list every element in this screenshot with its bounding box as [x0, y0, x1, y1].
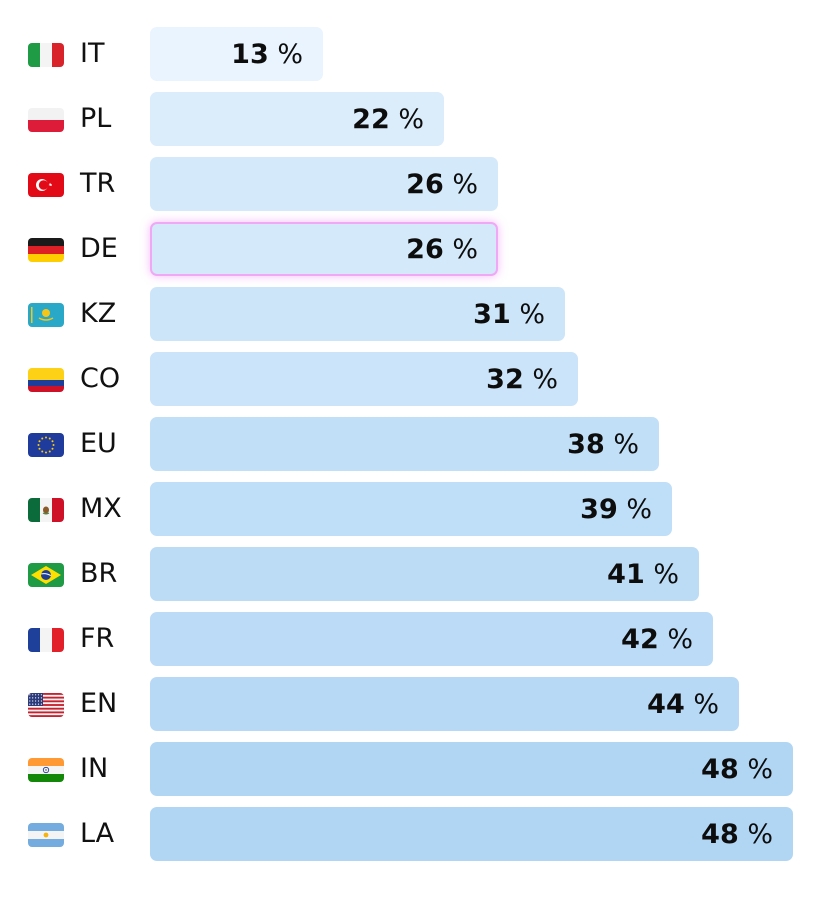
category-label: PL — [80, 103, 112, 134]
data-label-value: 41 — [607, 559, 645, 590]
data-label-unit: % — [738, 754, 773, 785]
data-label-value: 26 — [406, 169, 444, 200]
bar-la: 48 % — [150, 807, 793, 861]
mexico-flag-icon — [28, 498, 64, 522]
brazil-flag-icon — [28, 563, 64, 587]
data-label: 39 % — [580, 482, 652, 536]
data-label: 48 % — [701, 807, 773, 861]
chart-row-eu: EU 38 % — [0, 416, 820, 472]
data-label: 22 % — [352, 92, 424, 146]
chart-row-en: EN 44 % — [0, 676, 820, 732]
bar-co: 32 % — [150, 352, 578, 406]
argentina-flag-icon — [28, 823, 64, 847]
data-label: 32 % — [486, 352, 558, 406]
chart-row-la: LA 48 % — [0, 806, 820, 862]
category-label: LA — [80, 818, 115, 849]
data-label: 41 % — [607, 547, 679, 601]
chart-row-in: IN 48 % — [0, 741, 820, 797]
bar-mx: 39 % — [150, 482, 672, 536]
category-label: EU — [80, 428, 117, 459]
data-label-unit: % — [604, 429, 639, 460]
category-label: BR — [80, 558, 118, 589]
germany-flag-icon — [28, 238, 64, 262]
category-label: IT — [80, 38, 105, 69]
bar-in: 48 % — [150, 742, 793, 796]
chart-row-kz: KZ 31 % — [0, 286, 820, 342]
data-label-value: 22 — [352, 104, 390, 135]
european-union-flag-icon — [28, 433, 64, 457]
chart-row-it: IT 13 % — [0, 26, 820, 82]
chart-row-mx: MX 39 % — [0, 481, 820, 537]
data-label: 31 % — [473, 287, 545, 341]
data-label-value: 48 — [701, 819, 739, 850]
data-label-value: 31 — [473, 299, 511, 330]
data-label-value: 13 — [231, 39, 269, 70]
chart-row-fr: FR 42 % — [0, 611, 820, 667]
data-label: 13 % — [231, 27, 303, 81]
category-label: MX — [80, 493, 122, 524]
data-label-unit: % — [389, 104, 424, 135]
india-flag-icon — [28, 758, 64, 782]
data-label-unit: % — [684, 689, 719, 720]
kazakhstan-flag-icon — [28, 303, 64, 327]
data-label-unit: % — [443, 234, 478, 265]
italy-flag-icon — [28, 43, 64, 67]
chart-row-tr: TR 26 % — [0, 156, 820, 212]
bar-it: 13 % — [150, 27, 323, 81]
turkey-flag-icon — [28, 173, 64, 197]
data-label-unit: % — [644, 559, 679, 590]
bar-fr: 42 % — [150, 612, 713, 666]
category-label: TR — [80, 168, 116, 199]
data-label-unit: % — [523, 364, 558, 395]
data-label-value: 26 — [406, 234, 444, 265]
chart-row-pl: PL 22 % — [0, 91, 820, 147]
united-states-flag-icon — [28, 693, 64, 717]
category-label: CO — [80, 363, 121, 394]
chart-row-de: DE 26 % — [0, 221, 820, 277]
bar-eu: 38 % — [150, 417, 659, 471]
category-label: DE — [80, 233, 118, 264]
france-flag-icon — [28, 628, 64, 652]
data-label-unit: % — [443, 169, 478, 200]
data-label-value: 38 — [567, 429, 605, 460]
bar-pl: 22 % — [150, 92, 444, 146]
data-label: 42 % — [621, 612, 693, 666]
bar-kz: 31 % — [150, 287, 565, 341]
bar-en: 44 % — [150, 677, 739, 731]
poland-flag-icon — [28, 108, 64, 132]
data-label: 26 % — [406, 224, 478, 278]
category-label: KZ — [80, 298, 117, 329]
chart-row-co: CO 32 % — [0, 351, 820, 407]
data-label-value: 32 — [486, 364, 524, 395]
data-label-value: 48 — [701, 754, 739, 785]
data-label-value: 44 — [647, 689, 685, 720]
data-label-unit: % — [510, 299, 545, 330]
data-label-value: 39 — [580, 494, 618, 525]
data-label-unit: % — [658, 624, 693, 655]
category-label: IN — [80, 753, 109, 784]
data-label-unit: % — [738, 819, 773, 850]
data-label: 44 % — [647, 677, 719, 731]
data-label-unit: % — [268, 39, 303, 70]
chart-row-br: BR 41 % — [0, 546, 820, 602]
category-label: FR — [80, 623, 115, 654]
data-label: 48 % — [701, 742, 773, 796]
data-label-value: 42 — [621, 624, 659, 655]
data-label: 38 % — [567, 417, 639, 471]
colombia-flag-icon — [28, 368, 64, 392]
data-label-unit: % — [617, 494, 652, 525]
bar-de: 26 % — [150, 222, 498, 276]
bar-tr: 26 % — [150, 157, 498, 211]
bar-br: 41 % — [150, 547, 699, 601]
category-label: EN — [80, 688, 118, 719]
data-label: 26 % — [406, 157, 478, 211]
